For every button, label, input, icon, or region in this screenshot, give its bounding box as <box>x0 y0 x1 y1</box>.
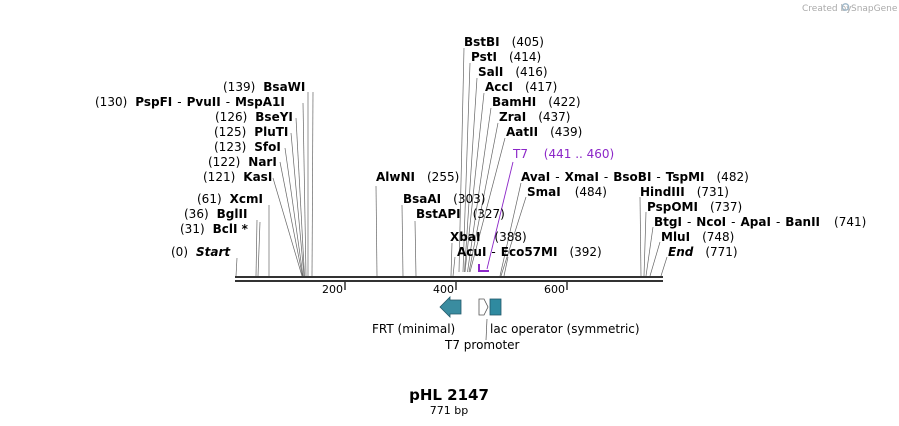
site-nari: (122) NarI <box>208 155 277 169</box>
site-pspfi-pvuii-mspa1i: (130) PspFI - PvuII - MspA1I <box>95 95 285 109</box>
t7-primer-mark <box>478 264 489 272</box>
site-mlui: MluI (748) <box>661 230 734 244</box>
site-bsawi: (139) BsaWI <box>223 80 305 94</box>
site-pluti: (125) PluTI <box>214 125 288 139</box>
snapgene-logo-icon <box>841 3 850 11</box>
site-xbai: XbaI (388) <box>450 230 527 244</box>
site-sfoi: (123) SfoI <box>214 140 281 154</box>
site-avai-xmai-bsobi-tspmi: AvaI - XmaI - BsoBI - TspMI (482) <box>521 170 749 184</box>
t7-primer-name: T7 <box>512 147 528 161</box>
ruler-tick-200: 200 <box>322 283 343 296</box>
lac-operator-label: lac operator (symmetric) <box>490 322 640 336</box>
site-xcmi: (61) XcmI <box>197 192 263 206</box>
credit-brand: SnapGene <box>851 4 898 14</box>
ruler-tick-600: 600 <box>544 283 565 296</box>
site-aatii: AatII (439) <box>506 125 582 139</box>
t7-primer-range: (441 .. 460) <box>544 147 614 161</box>
site-hindiii: HindIII (731) <box>640 185 729 199</box>
site-sali: SalI (416) <box>478 65 548 79</box>
t7-promoter-arrow <box>478 298 489 316</box>
t7-primer-leader <box>486 161 514 270</box>
site-bcli: (31) BclI * <box>180 222 249 236</box>
site-btgi-ncoi-apai-banii: BtgI - NcoI - ApaI - BanII (741) <box>654 215 866 229</box>
site-leader-lines <box>235 47 668 277</box>
site-bstbi: BstBI (405) <box>464 35 544 49</box>
site-smai: SmaI (484) <box>527 185 607 199</box>
site-alwni: AlwNI (255) <box>376 170 459 184</box>
sequence-backbone <box>235 276 663 282</box>
site-bsaai: BsaAI (303) <box>403 192 485 206</box>
site-psti: PstI (414) <box>471 50 541 64</box>
t7-promoter-label: T7 promoter <box>444 338 520 352</box>
site-kasi: (121) KasI <box>203 170 272 184</box>
site-zrai: ZraI (437) <box>499 110 570 124</box>
lac-operator-leader <box>485 318 488 341</box>
site-acci: AccI (417) <box>485 80 557 94</box>
site-bstapi: BstAPI (327) <box>416 207 505 221</box>
site-pspomi: PspOMI (737) <box>647 200 742 214</box>
site-end: End (771) <box>668 245 738 259</box>
frt-feature-arrow <box>439 296 462 318</box>
site-start: (0) Start <box>171 245 231 259</box>
site-acui-eco57mi: AcuI - Eco57MI (392) <box>457 245 602 259</box>
ruler-tick-400: 400 <box>433 283 454 296</box>
lac-operator-box <box>489 298 502 316</box>
plasmid-length: 771 bp <box>430 404 468 417</box>
frt-label: FRT (minimal) <box>372 322 455 336</box>
plasmid-name: pHL 2147 <box>409 386 489 404</box>
ruler-ticks <box>344 282 568 290</box>
site-bglii: (36) BglII <box>184 207 247 221</box>
credit-text: Created by <box>802 4 852 14</box>
site-bseyi: (126) BseYI <box>215 110 293 124</box>
site-bamhi: BamHI (422) <box>492 95 581 109</box>
t7-primer-label: T7 (441 .. 460) <box>512 147 614 161</box>
